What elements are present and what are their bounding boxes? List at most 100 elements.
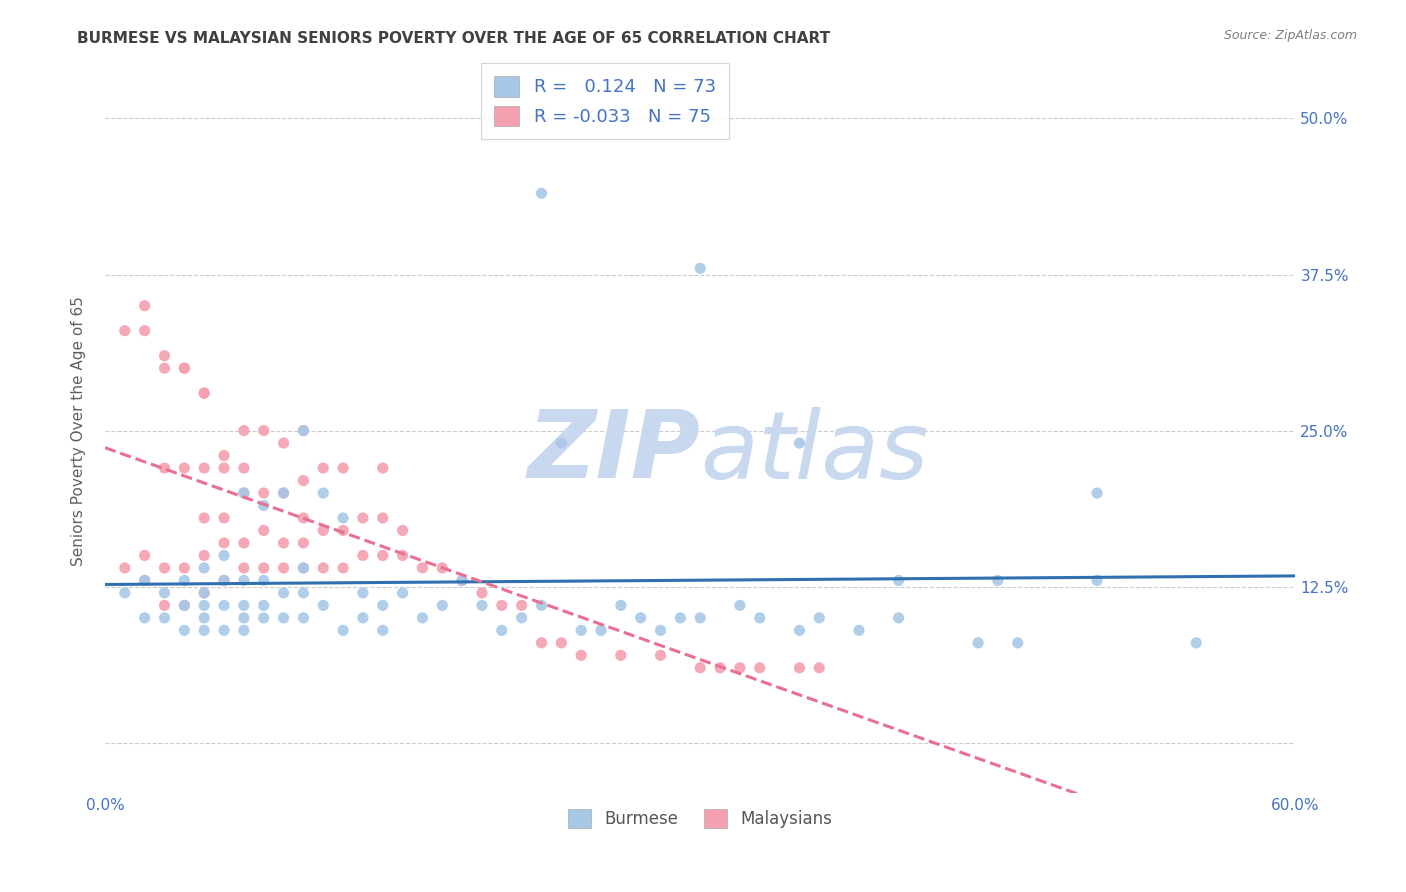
Point bbox=[292, 511, 315, 525]
Point bbox=[212, 624, 235, 638]
Point bbox=[253, 561, 276, 575]
Point bbox=[1085, 486, 1108, 500]
Text: BURMESE VS MALAYSIAN SENIORS POVERTY OVER THE AGE OF 65 CORRELATION CHART: BURMESE VS MALAYSIAN SENIORS POVERTY OVE… bbox=[77, 31, 831, 46]
Point bbox=[491, 599, 513, 613]
Point bbox=[193, 461, 215, 475]
Point bbox=[153, 599, 176, 613]
Point bbox=[292, 561, 315, 575]
Point bbox=[391, 524, 413, 538]
Point bbox=[253, 599, 276, 613]
Point bbox=[887, 611, 910, 625]
Point bbox=[728, 599, 751, 613]
Point bbox=[153, 561, 176, 575]
Point bbox=[808, 661, 831, 675]
Point bbox=[292, 586, 315, 600]
Point bbox=[312, 599, 335, 613]
Point bbox=[371, 599, 394, 613]
Point bbox=[589, 624, 612, 638]
Point bbox=[432, 599, 454, 613]
Point bbox=[253, 574, 276, 588]
Point bbox=[212, 574, 235, 588]
Point bbox=[312, 461, 335, 475]
Point bbox=[332, 624, 354, 638]
Point bbox=[332, 461, 354, 475]
Point bbox=[232, 599, 254, 613]
Point bbox=[193, 386, 215, 401]
Point bbox=[1007, 636, 1029, 650]
Point bbox=[728, 661, 751, 675]
Point bbox=[292, 474, 315, 488]
Point bbox=[550, 636, 572, 650]
Point bbox=[411, 611, 433, 625]
Point bbox=[153, 461, 176, 475]
Point bbox=[292, 424, 315, 438]
Point bbox=[530, 636, 553, 650]
Point bbox=[193, 511, 215, 525]
Point bbox=[530, 599, 553, 613]
Point bbox=[650, 648, 672, 663]
Point bbox=[232, 424, 254, 438]
Point bbox=[193, 599, 215, 613]
Point bbox=[967, 636, 990, 650]
Point bbox=[153, 361, 176, 376]
Point bbox=[273, 561, 295, 575]
Point bbox=[273, 436, 295, 450]
Point bbox=[273, 536, 295, 550]
Point bbox=[134, 549, 156, 563]
Point bbox=[273, 486, 295, 500]
Point bbox=[332, 524, 354, 538]
Point bbox=[232, 486, 254, 500]
Point bbox=[253, 524, 276, 538]
Point bbox=[371, 624, 394, 638]
Point bbox=[510, 599, 533, 613]
Point bbox=[193, 624, 215, 638]
Point bbox=[610, 599, 633, 613]
Point bbox=[212, 536, 235, 550]
Point bbox=[173, 361, 195, 376]
Point bbox=[212, 511, 235, 525]
Point bbox=[153, 586, 176, 600]
Point bbox=[114, 586, 136, 600]
Point bbox=[232, 611, 254, 625]
Point bbox=[134, 574, 156, 588]
Point bbox=[352, 511, 374, 525]
Point bbox=[173, 461, 195, 475]
Point bbox=[193, 586, 215, 600]
Point bbox=[173, 561, 195, 575]
Point bbox=[332, 561, 354, 575]
Point bbox=[332, 511, 354, 525]
Point bbox=[569, 648, 592, 663]
Text: atlas: atlas bbox=[700, 407, 928, 498]
Point bbox=[134, 611, 156, 625]
Point bbox=[748, 661, 770, 675]
Point bbox=[1085, 574, 1108, 588]
Point bbox=[173, 574, 195, 588]
Point bbox=[253, 499, 276, 513]
Point bbox=[292, 536, 315, 550]
Point bbox=[212, 449, 235, 463]
Point bbox=[789, 624, 811, 638]
Point bbox=[212, 574, 235, 588]
Point bbox=[273, 586, 295, 600]
Point bbox=[253, 486, 276, 500]
Point bbox=[212, 549, 235, 563]
Point bbox=[193, 561, 215, 575]
Legend: Burmese, Malaysians: Burmese, Malaysians bbox=[561, 803, 839, 835]
Point bbox=[312, 486, 335, 500]
Point bbox=[1185, 636, 1208, 650]
Point bbox=[232, 561, 254, 575]
Point bbox=[173, 624, 195, 638]
Point bbox=[273, 486, 295, 500]
Point bbox=[153, 349, 176, 363]
Point bbox=[292, 561, 315, 575]
Point bbox=[451, 574, 474, 588]
Point bbox=[253, 611, 276, 625]
Point bbox=[471, 586, 494, 600]
Point bbox=[371, 511, 394, 525]
Point bbox=[312, 524, 335, 538]
Point bbox=[352, 611, 374, 625]
Point bbox=[193, 586, 215, 600]
Point bbox=[748, 611, 770, 625]
Point bbox=[193, 386, 215, 401]
Point bbox=[510, 611, 533, 625]
